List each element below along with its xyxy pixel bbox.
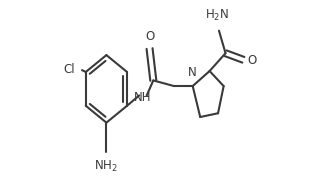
- Text: NH$_2$: NH$_2$: [94, 159, 118, 174]
- Text: N: N: [188, 67, 197, 80]
- Text: NH: NH: [134, 91, 152, 104]
- Text: O: O: [247, 54, 257, 67]
- Text: O: O: [145, 30, 154, 43]
- Text: H$_2$N: H$_2$N: [205, 8, 229, 23]
- Text: Cl: Cl: [63, 63, 74, 76]
